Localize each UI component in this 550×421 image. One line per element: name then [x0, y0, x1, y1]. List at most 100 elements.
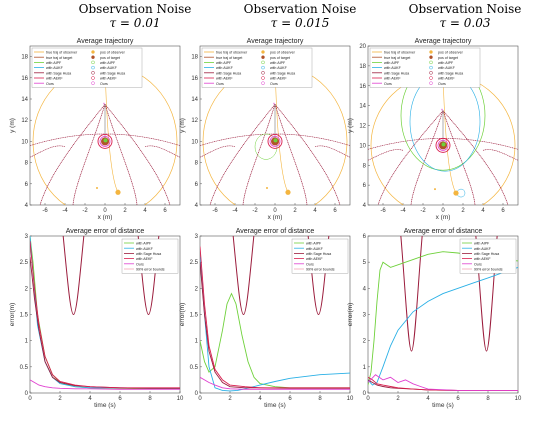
x-tick-label: -4 [232, 208, 238, 214]
top-marker: * [441, 109, 443, 115]
x-tick-label: 0 [103, 208, 107, 214]
estimate-curve [314, 145, 350, 158]
legend-marker [91, 76, 95, 80]
legend-entry: with AEKF [216, 77, 233, 81]
legend-entry: with AIPF [100, 61, 116, 65]
plot-2: -6 -4 -2 0 2 4 6 4 6 8 10 12 14 16 18 Average trajector… [179, 38, 351, 221]
y-tick-label: 12 [191, 118, 198, 124]
x-tick-label: -2 [420, 208, 426, 214]
legend-entry: pos of observer [100, 51, 126, 55]
estimate-curve [442, 110, 509, 205]
error-bound-curve [232, 236, 255, 316]
y-tick-label: 4 [363, 286, 367, 292]
y-tick-label: 1.5 [20, 313, 29, 319]
plot-title: Average error of distance [66, 228, 145, 235]
series-line-ours [200, 376, 350, 390]
plot-title: Average trajectory [415, 38, 472, 45]
legend-marker [91, 50, 95, 54]
estimate-curve [377, 110, 444, 205]
observer-position-small [96, 187, 98, 190]
x-tick-label: 10 [515, 396, 522, 402]
y-tick-label: 3 [25, 234, 29, 240]
legend-entry: with AIPF [136, 242, 152, 246]
legend-entry: with Sage Husa [384, 71, 409, 75]
legend-marker [91, 65, 95, 70]
legend-entry: true traj of observer [384, 51, 416, 55]
legend-entry: true traj of target [384, 56, 410, 60]
y-tick-label: 18 [191, 55, 198, 61]
legend-entry: Ours [216, 82, 224, 86]
y-tick-label: 8 [363, 163, 367, 169]
series-line-with-aukf [368, 266, 518, 386]
legend-entry: with AEKF [136, 257, 153, 261]
series-line-with-sage-husa [200, 262, 350, 389]
x-tick-label: 0 [198, 396, 202, 402]
legend-entry: Ours [384, 82, 392, 86]
x-tick-label: 4 [88, 396, 92, 402]
legend-marker [91, 81, 95, 85]
observer-approach [442, 73, 457, 194]
y-axis-label: y (m) [9, 118, 16, 133]
y-axis-label: error(m) [9, 303, 16, 326]
legend-entry: with AEKF [474, 257, 491, 261]
legend-entry: with AIPF [384, 61, 400, 65]
observer-position [115, 189, 121, 195]
column-title-main: Observation Noise [78, 2, 192, 16]
target-estimate [103, 138, 108, 143]
legend-entry: with Sage Husa [136, 252, 161, 256]
legend-box [31, 47, 143, 88]
target-estimate [273, 138, 278, 143]
observer-approach [274, 65, 289, 193]
x-tick-label: 6 [333, 208, 337, 214]
x-tick-label: 6 [456, 396, 460, 402]
aipf-estimate-circle [254, 133, 278, 160]
legend-entry: true traj of observer [46, 51, 78, 55]
x-tick-label: -6 [380, 208, 386, 214]
legend-entry: with AEKF [46, 77, 63, 81]
estimate-curve [200, 145, 236, 158]
observer-approach [104, 65, 119, 193]
legend-entry: pos of target [438, 56, 458, 60]
legend-entry: with AUKF [438, 66, 456, 70]
series-line-with-aekf [200, 246, 350, 389]
series-line-with-aipf [200, 292, 350, 389]
observer-position [453, 190, 459, 196]
legend-entry: Ours [438, 82, 446, 86]
legend-marker [429, 76, 433, 80]
estimate-curve [209, 104, 276, 205]
x-tick-label: -2 [252, 208, 258, 214]
x-tick-label: 8 [486, 396, 490, 402]
y-tick-label: 0 [363, 391, 367, 397]
estimate-curve [410, 110, 444, 205]
x-axis-label: time (s) [264, 402, 286, 409]
x-tick-label: 8 [318, 396, 322, 402]
legend-entry: with AEKF [384, 77, 401, 81]
legend-entry: Ours [474, 262, 482, 266]
column-title-tau: τ = 0.01 [109, 16, 161, 30]
series-line-ours [30, 379, 180, 390]
target-ring-inner [269, 135, 281, 147]
legend-entry: with AUKF [474, 247, 492, 251]
legend-entry: with AIPF [270, 61, 286, 65]
legend-marker [261, 76, 265, 80]
y-tick-label: 1 [25, 339, 29, 345]
y-tick-label: 2 [195, 286, 199, 292]
legend-marker [429, 60, 433, 65]
x-tick-label: 2 [58, 396, 62, 402]
plot-5: 0 2 4 6 8 10 0 0.5 1 1.5 2 2.5 3 Average error of dis… [179, 228, 354, 409]
y-tick-label: 6 [25, 182, 29, 188]
y-tick-label: 14 [359, 104, 366, 110]
x-tick-label: 0 [441, 208, 445, 214]
legend-entry: with Sage Husa [474, 252, 499, 256]
target-ring-inner [437, 139, 449, 151]
x-tick-label: 2 [293, 208, 297, 214]
x-tick-label: 6 [163, 208, 167, 214]
x-tick-label: 6 [288, 396, 292, 402]
plot-area [368, 236, 518, 391]
plot-title: Average error of distance [404, 228, 483, 235]
y-tick-label: 20 [359, 44, 366, 50]
y-tick-label: 10 [21, 139, 28, 145]
